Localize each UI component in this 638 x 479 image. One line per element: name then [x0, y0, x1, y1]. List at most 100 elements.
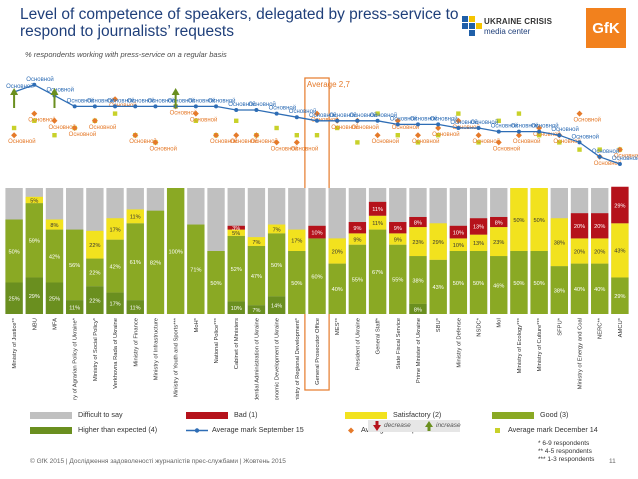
category-tick-label: National Police***: [214, 317, 220, 363]
sep-15-point-label: Основной: [248, 101, 276, 108]
bar-data-label: 50%: [8, 249, 19, 255]
page-number: 11: [609, 458, 616, 465]
sep-15-point: [32, 82, 37, 87]
apr-15-point: [576, 110, 583, 117]
bar-data-label: 40%: [332, 287, 343, 293]
bar-segment: [591, 213, 609, 239]
bar-data-label: 22%: [89, 243, 100, 249]
dec-14-point: [234, 118, 239, 123]
legend-item-bad: Bad (1): [186, 410, 258, 419]
dec-14-point: [32, 118, 37, 123]
apr-15-point: [152, 139, 159, 146]
legend-label: Difficult to say: [78, 410, 123, 419]
sep-15-point-label: Основной: [6, 83, 34, 90]
bar-segment: [126, 223, 144, 301]
sep-15-point-label: Основной: [592, 148, 620, 155]
sep-15-point-label: Основной: [107, 97, 135, 104]
legend-swatch: [30, 411, 72, 419]
apr-15-point-label: Основной: [574, 117, 602, 124]
sep-15-point: [617, 162, 622, 166]
bar-segment: [227, 235, 245, 302]
dec-14-point: [11, 125, 17, 131]
bar-segment: [126, 300, 144, 314]
category-tick-label: Verkhovna Rada of Ukraine: [113, 318, 119, 389]
bar-data-label: 59%: [29, 239, 40, 245]
bar-segment: [550, 218, 569, 267]
category-tick-label: Ministry of Regional Development*: [295, 317, 301, 400]
sep-15-point-label: Основной: [531, 123, 559, 130]
sep-15-point-label: Основной: [572, 133, 600, 140]
bar-data-label: 50%: [210, 281, 221, 287]
sep-15-point-label: Основной: [127, 97, 155, 104]
apr-15-point-label: Основной: [69, 131, 97, 138]
respondent-notes: * 6-9 respondents ** 4-5 respondents ***…: [538, 440, 594, 464]
bar-segment: [449, 238, 468, 251]
category-tick-label: NERC**: [598, 317, 604, 339]
bar-segment: [25, 196, 43, 204]
bar-segment: [429, 223, 447, 260]
legend-item-december: Average mark December 14: [492, 425, 598, 434]
bar-data-label: 100%: [168, 249, 182, 255]
apr-15-point-label: Основной: [129, 138, 157, 145]
bar-segment: [308, 238, 326, 314]
category-tick-label: State Fiscal Service: [396, 318, 402, 369]
bar-data-label: 50%: [513, 281, 524, 287]
bar-data-label: 5%: [232, 231, 240, 237]
bar-data-label: 71%: [190, 268, 201, 274]
bar-data-label: 20%: [574, 224, 585, 230]
apr-15-point: [455, 117, 462, 124]
sep-15-point: [375, 118, 380, 123]
category-tick-label: Ministry of Energy and Coal: [578, 318, 584, 389]
bar-segment: [247, 245, 266, 306]
bar-segment: [530, 188, 548, 251]
trend-arrow-head: [50, 88, 59, 95]
bar-segment: [328, 238, 346, 264]
bar-data-label: 10%: [231, 306, 242, 312]
bar-segment: [591, 263, 609, 314]
sep-15-point: [294, 115, 299, 120]
sep-15-point: [355, 118, 360, 123]
dec-14-point: [375, 111, 380, 116]
bar-segment: [25, 277, 43, 314]
apr-15-point: [374, 132, 381, 139]
bar-segment: [65, 300, 84, 314]
bar-data-label: 82%: [150, 261, 161, 267]
bar-segment: [389, 222, 407, 234]
sep-15-point-label: Основной: [329, 112, 357, 119]
category-tick-label: Ministry of Finance: [133, 318, 139, 367]
bar-data-label: 7%: [252, 308, 260, 314]
bar-data-label: 50%: [534, 218, 545, 224]
bar-data-label: 8%: [50, 223, 58, 229]
bar-data-label: 7%: [273, 227, 281, 233]
bar-data-label: 8%: [414, 220, 422, 226]
apr-15-point: [112, 96, 119, 103]
legend-swatch: [492, 411, 534, 419]
dec-14-point: [294, 133, 300, 138]
apr-15-point-label: Основной: [311, 117, 339, 124]
sep-15-point-label: Основной: [208, 97, 236, 104]
sep-15-point: [577, 140, 582, 145]
category-tick-label: MES**: [335, 317, 341, 335]
bar-data-label: 14%: [271, 303, 282, 309]
bar-data-label: 47%: [251, 274, 262, 280]
apr-15-point: [11, 132, 18, 139]
bar-data-label: 13%: [473, 225, 484, 231]
apr-15-point: [51, 117, 58, 124]
sep-15-point-label: Основной: [511, 123, 539, 130]
apr-15-point: [616, 146, 623, 153]
sep-15-point: [92, 104, 97, 109]
bar-data-label: 9%: [353, 237, 361, 243]
legend-label: Bad (1): [234, 410, 258, 419]
bar-segment: [65, 229, 84, 301]
dec-14-point: [597, 147, 602, 152]
apr-15-point-label: Основной: [372, 138, 400, 145]
bar-data-label: 11%: [69, 305, 80, 311]
category-tick-label: NBU: [32, 318, 38, 330]
sep-15-point-label: Основной: [309, 112, 337, 119]
bar-segment: [490, 256, 508, 314]
category-tick-label: Ministry of Agrarian Policy of Ukraine*: [73, 317, 79, 400]
dec-14-point: [355, 140, 360, 145]
bar-data-label: 50%: [291, 281, 302, 287]
apr-15-point-label: Основной: [48, 124, 76, 131]
apr-15-point: [213, 132, 220, 139]
